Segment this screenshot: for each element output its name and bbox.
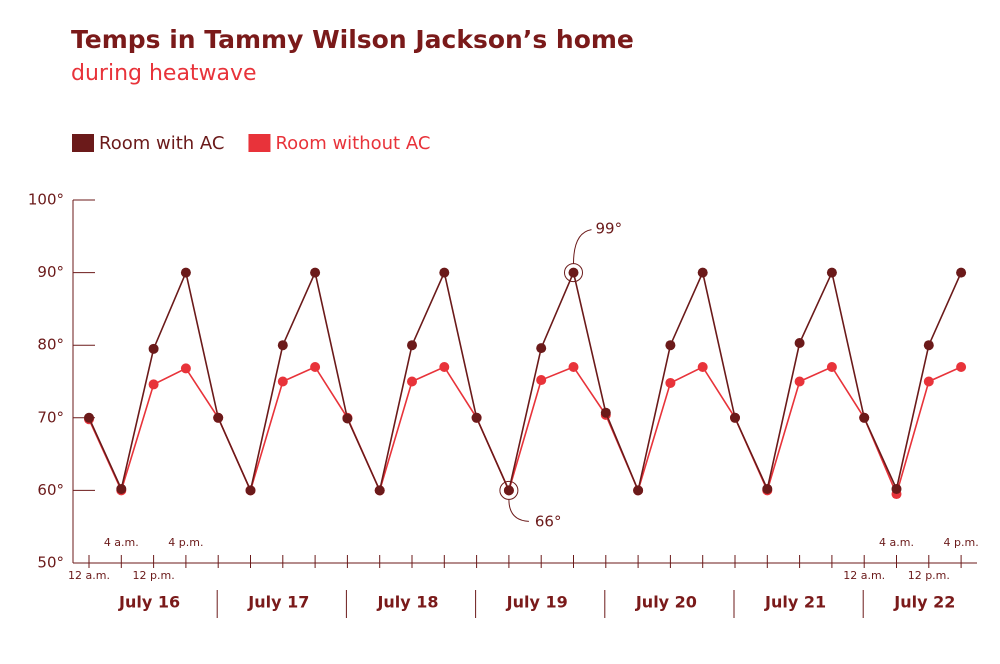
data-point <box>859 412 870 423</box>
day-label: July 17 <box>247 593 309 612</box>
y-tick-label: 60° <box>37 481 64 499</box>
data-point <box>310 267 321 278</box>
data-point <box>180 363 191 374</box>
day-label: July 21 <box>764 593 826 612</box>
annotation: 66° <box>535 513 562 531</box>
data-point <box>665 340 676 351</box>
data-point <box>503 485 514 496</box>
day-label: July 16 <box>118 593 180 612</box>
data-point <box>826 267 837 278</box>
series-line <box>88 365 962 497</box>
data-point <box>923 340 934 351</box>
data-point <box>245 485 256 496</box>
day-label: July 20 <box>635 593 697 612</box>
data-point <box>407 340 417 351</box>
chart-title: Temps in Tammy Wilson Jackson’s home <box>71 25 634 54</box>
data-point <box>794 376 805 387</box>
x-tick-label: 4 p.m. <box>944 536 979 549</box>
data-point <box>148 379 159 390</box>
data-point <box>956 361 967 372</box>
annotation: 99° <box>596 220 623 238</box>
data-point <box>923 376 934 387</box>
x-tick-label: 12 p.m. <box>133 569 175 582</box>
data-point <box>697 361 708 372</box>
y-tick-label: 90° <box>37 263 64 281</box>
x-tick-label: 4 a.m. <box>879 536 914 549</box>
x-tick-label: 12 a.m. <box>843 569 885 582</box>
y-tick-label: 100° <box>28 191 64 209</box>
data-point <box>536 375 547 386</box>
data-point <box>536 343 547 354</box>
data-point <box>891 483 902 494</box>
series-line <box>88 269 962 494</box>
data-point <box>180 267 191 278</box>
y-tick-label: 70° <box>37 408 64 426</box>
annotation-leader <box>573 229 592 264</box>
data-point <box>407 376 417 387</box>
day-label: July 18 <box>376 593 438 612</box>
data-point <box>148 343 159 354</box>
x-tick-label: 4 a.m. <box>104 536 139 549</box>
data-point <box>956 267 967 278</box>
data-point <box>665 377 676 388</box>
data-point <box>600 407 611 418</box>
data-point <box>213 412 224 423</box>
legend-swatch <box>248 134 271 152</box>
data-point <box>342 413 353 424</box>
data-point <box>633 485 644 496</box>
legend-swatch <box>72 134 94 152</box>
data-point <box>730 412 740 423</box>
data-point <box>277 340 288 351</box>
y-tick-label: 50° <box>37 554 64 572</box>
x-tick-label: 4 p.m. <box>168 536 203 549</box>
day-label: July 19 <box>506 593 568 612</box>
data-point <box>826 361 837 372</box>
data-point <box>471 412 482 423</box>
data-point <box>697 267 708 278</box>
data-point <box>310 361 321 372</box>
data-point <box>568 361 579 372</box>
legend-label: Room with AC <box>99 133 224 154</box>
chart-subtitle: during heatwave <box>71 61 257 86</box>
data-point <box>277 376 288 387</box>
y-tick-label: 80° <box>37 336 64 354</box>
data-point <box>374 485 385 496</box>
legend-label: Room without AC <box>275 133 430 154</box>
x-tick-label: 12 a.m. <box>68 569 110 582</box>
data-point <box>439 361 450 372</box>
annotation-leader <box>508 499 529 522</box>
data-point <box>84 412 94 423</box>
data-point <box>762 483 773 494</box>
data-point <box>116 483 127 494</box>
x-tick-label: 12 p.m. <box>908 569 950 582</box>
data-point <box>439 267 450 278</box>
data-point <box>794 338 805 349</box>
data-point <box>568 267 579 278</box>
day-label: July 22 <box>893 593 955 612</box>
